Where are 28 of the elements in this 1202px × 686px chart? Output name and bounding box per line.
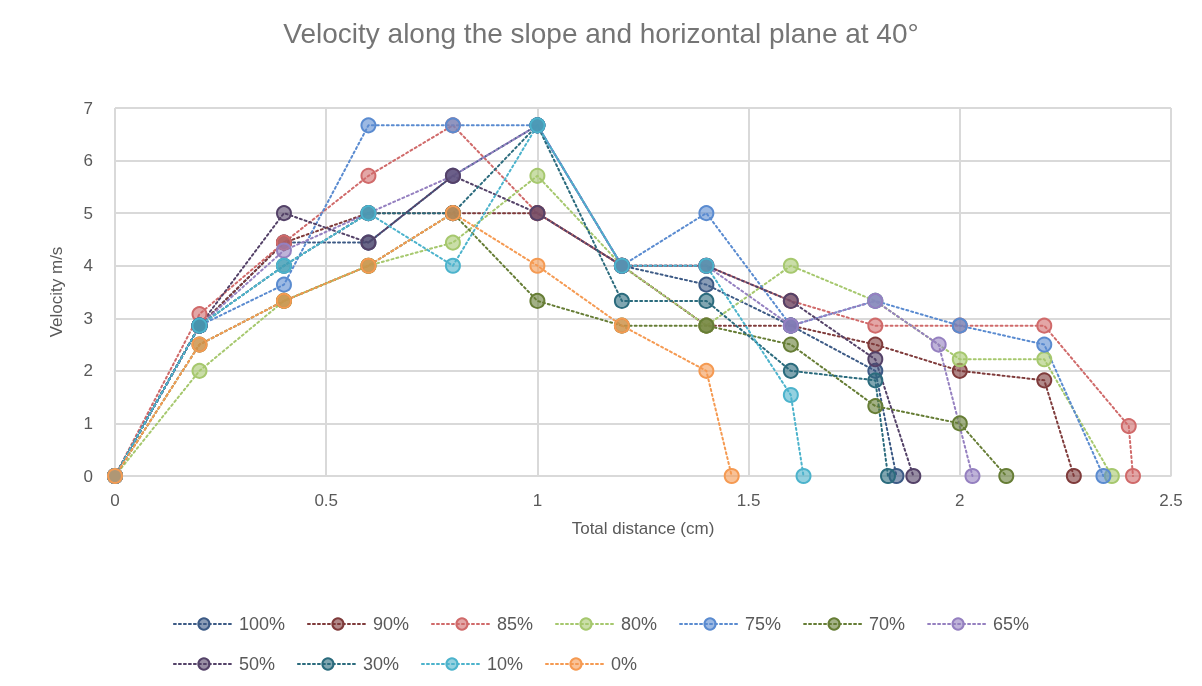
x-tick-label: 1.5 bbox=[736, 491, 761, 510]
legend-label: 10% bbox=[486, 654, 523, 674]
y-tick-label: 6 bbox=[83, 151, 93, 171]
x-tick-label: 1 bbox=[532, 491, 543, 510]
legend-label: 30% bbox=[362, 654, 399, 674]
legend-label: 0% bbox=[610, 654, 637, 674]
legend-label: 85% bbox=[496, 614, 533, 634]
y-tick-label: 1 bbox=[83, 413, 93, 433]
legend-label: 70% bbox=[869, 614, 906, 634]
y-axis-title: Velocity m/s bbox=[47, 246, 66, 338]
legend-label: 50% bbox=[238, 654, 275, 674]
legend-label: 80% bbox=[620, 614, 658, 634]
y-tick-label: 7 bbox=[83, 98, 93, 118]
legend-label: 100% bbox=[238, 614, 285, 634]
x-tick-label: 2 bbox=[955, 491, 965, 510]
x-axis-title: Total distance (cm) bbox=[571, 519, 715, 538]
legend-label: 90% bbox=[372, 614, 409, 634]
chart-title: Velocity along the slope and horizontal plane at 40° bbox=[283, 17, 919, 49]
x-tick-label: 0.5 bbox=[314, 491, 339, 510]
y-tick-label: 5 bbox=[83, 203, 93, 223]
y-tick-label: 3 bbox=[83, 308, 93, 328]
legend-label: 75% bbox=[745, 614, 782, 634]
x-tick-label: 0 bbox=[110, 491, 120, 510]
y-tick-label: 4 bbox=[83, 256, 93, 276]
y-tick-label: 2 bbox=[83, 361, 93, 381]
legend-label: 65% bbox=[993, 614, 1030, 634]
y-tick-label: 0 bbox=[83, 466, 93, 486]
x-tick-label: 2.5 bbox=[1159, 491, 1183, 510]
